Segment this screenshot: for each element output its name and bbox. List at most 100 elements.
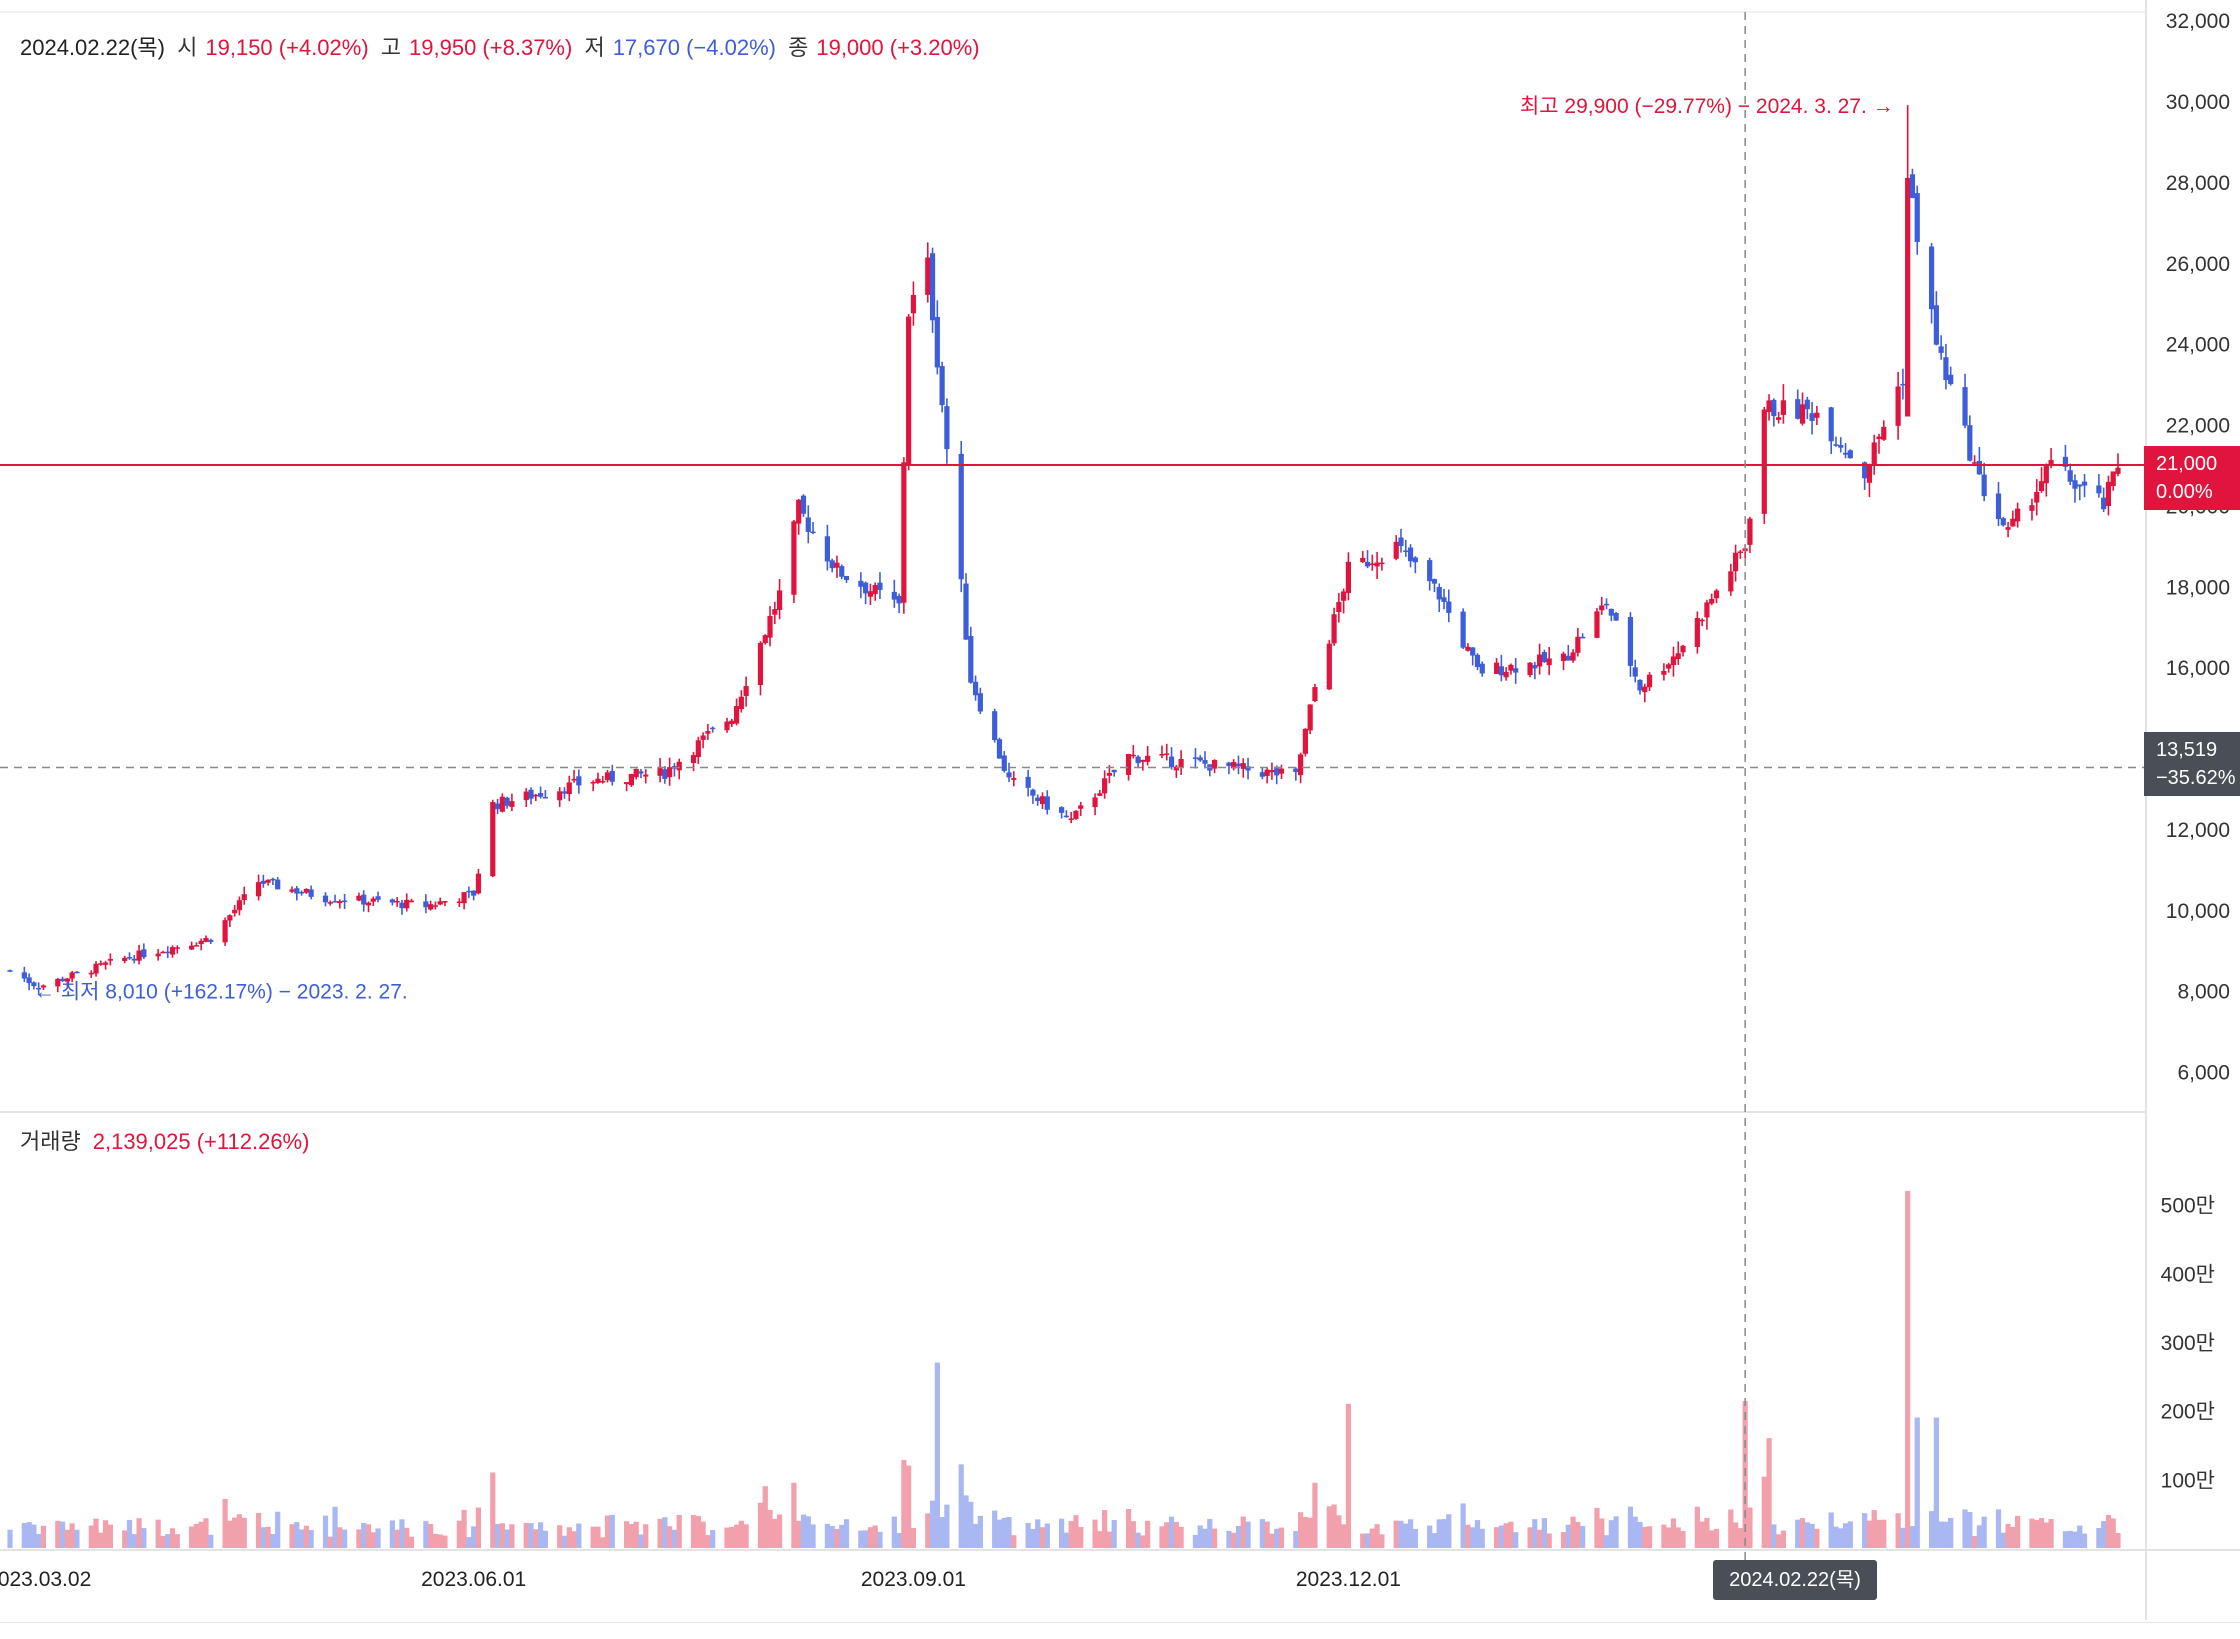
volume-bar bbox=[791, 1482, 797, 1548]
volume-bar bbox=[901, 1459, 907, 1548]
volume-bar bbox=[131, 1534, 137, 1548]
candle-body bbox=[1967, 425, 1973, 461]
candle-body bbox=[40, 985, 47, 988]
candle-body bbox=[504, 797, 510, 806]
volume-bar bbox=[729, 1526, 735, 1548]
candle-body bbox=[604, 772, 611, 781]
volume-bar bbox=[810, 1524, 816, 1548]
volume-bar bbox=[676, 1514, 682, 1548]
candle-body bbox=[1039, 796, 1046, 805]
candle-body bbox=[1006, 772, 1012, 778]
volume-bar bbox=[1632, 1516, 1638, 1548]
candle-body bbox=[523, 791, 529, 801]
candle-body bbox=[1842, 452, 1849, 455]
volume-bar bbox=[1905, 1190, 1911, 1548]
volume-bar bbox=[2043, 1522, 2049, 1548]
candle-body bbox=[1436, 587, 1442, 600]
volume-bar bbox=[1537, 1529, 1543, 1548]
volume-bar bbox=[1202, 1528, 1208, 1548]
volume-bar bbox=[442, 1535, 448, 1548]
volume-bar bbox=[877, 1531, 883, 1548]
volume-bar bbox=[1427, 1525, 1433, 1548]
candle-body bbox=[1211, 759, 1218, 769]
candle-body bbox=[910, 294, 917, 314]
volume-bar bbox=[141, 1528, 147, 1548]
candle-body bbox=[1298, 754, 1304, 776]
volume-bar bbox=[1795, 1519, 1801, 1548]
volume-bar bbox=[1780, 1530, 1786, 1548]
volume-label: 거래량 bbox=[20, 1129, 81, 1154]
price-tick-label: 10,000 bbox=[2166, 900, 2230, 923]
candle-body bbox=[1661, 670, 1667, 675]
volume-bar bbox=[1847, 1521, 1853, 1548]
price-tick-label: 16,000 bbox=[2166, 657, 2230, 680]
candle-body bbox=[423, 901, 429, 908]
time-tick-label: 2023.09.01 bbox=[861, 1568, 966, 1591]
volume-bar bbox=[404, 1527, 410, 1548]
price-tick-label: 6,000 bbox=[2177, 1062, 2230, 1085]
volume-bar bbox=[843, 1519, 850, 1548]
candle-body bbox=[2067, 470, 2073, 482]
candle-body bbox=[1795, 399, 1801, 419]
candle-body bbox=[1537, 654, 1543, 667]
candle-body bbox=[1393, 541, 1399, 559]
candle-body bbox=[88, 972, 94, 975]
volume-bar bbox=[1374, 1524, 1380, 1548]
volume-bar bbox=[1465, 1524, 1471, 1548]
volume-bar bbox=[126, 1519, 133, 1548]
candle-body bbox=[1680, 645, 1686, 653]
candle-body bbox=[289, 889, 295, 892]
volume-bar bbox=[1670, 1518, 1677, 1548]
low-label: 저 bbox=[584, 35, 605, 60]
low-value: 17,670 (−4.02%) bbox=[612, 35, 776, 60]
candle-body bbox=[222, 920, 228, 943]
volume-bar bbox=[1059, 1518, 1065, 1548]
candle-body bbox=[877, 582, 883, 590]
candle-body bbox=[1493, 662, 1500, 674]
candle-body bbox=[992, 711, 998, 740]
volume-bar bbox=[203, 1518, 209, 1548]
volume-bar bbox=[1971, 1535, 1978, 1548]
candle-body bbox=[1594, 611, 1600, 638]
volume-bar bbox=[1809, 1523, 1815, 1548]
volume-bar bbox=[107, 1524, 113, 1548]
volume-bar bbox=[1675, 1527, 1681, 1548]
volume-bar bbox=[2015, 1515, 2021, 1548]
volume-bar bbox=[1704, 1517, 1710, 1548]
volume-bar bbox=[2115, 1533, 2121, 1548]
volume-bar bbox=[1608, 1520, 1614, 1548]
candle-body bbox=[710, 727, 716, 730]
candle-body bbox=[275, 879, 281, 890]
candle-body bbox=[375, 896, 381, 900]
candle-body bbox=[332, 901, 338, 903]
volume-bar bbox=[643, 1524, 649, 1548]
candle-body bbox=[657, 766, 663, 776]
volume-bar bbox=[1360, 1533, 1366, 1548]
volume-bar bbox=[1135, 1532, 1141, 1548]
volume-bar bbox=[1159, 1526, 1165, 1548]
candle-body bbox=[724, 721, 730, 731]
volume-bar bbox=[1838, 1528, 1844, 1548]
last-price-tag: 21,000 0.00% bbox=[2144, 446, 2240, 510]
volume-bar bbox=[2110, 1518, 2116, 1548]
candle-body bbox=[160, 951, 166, 954]
candle-body bbox=[1704, 602, 1710, 618]
candle-body bbox=[925, 257, 931, 295]
volume-bar bbox=[1011, 1535, 1017, 1548]
volume-bar bbox=[1541, 1518, 1547, 1548]
volume-bar bbox=[1580, 1525, 1586, 1548]
volume-bar bbox=[1943, 1521, 1949, 1548]
candle-body bbox=[968, 635, 974, 683]
candle-body bbox=[1599, 605, 1605, 611]
volume-bar bbox=[456, 1520, 462, 1548]
candle-body bbox=[1360, 557, 1366, 563]
volume-bar bbox=[1302, 1517, 1308, 1548]
candle-body bbox=[1159, 754, 1165, 756]
volume-bar bbox=[1532, 1519, 1538, 1548]
candle-body bbox=[757, 642, 764, 686]
candle-body bbox=[2105, 481, 2112, 507]
candle-body bbox=[772, 609, 778, 615]
volume-bar bbox=[1909, 1526, 1916, 1548]
